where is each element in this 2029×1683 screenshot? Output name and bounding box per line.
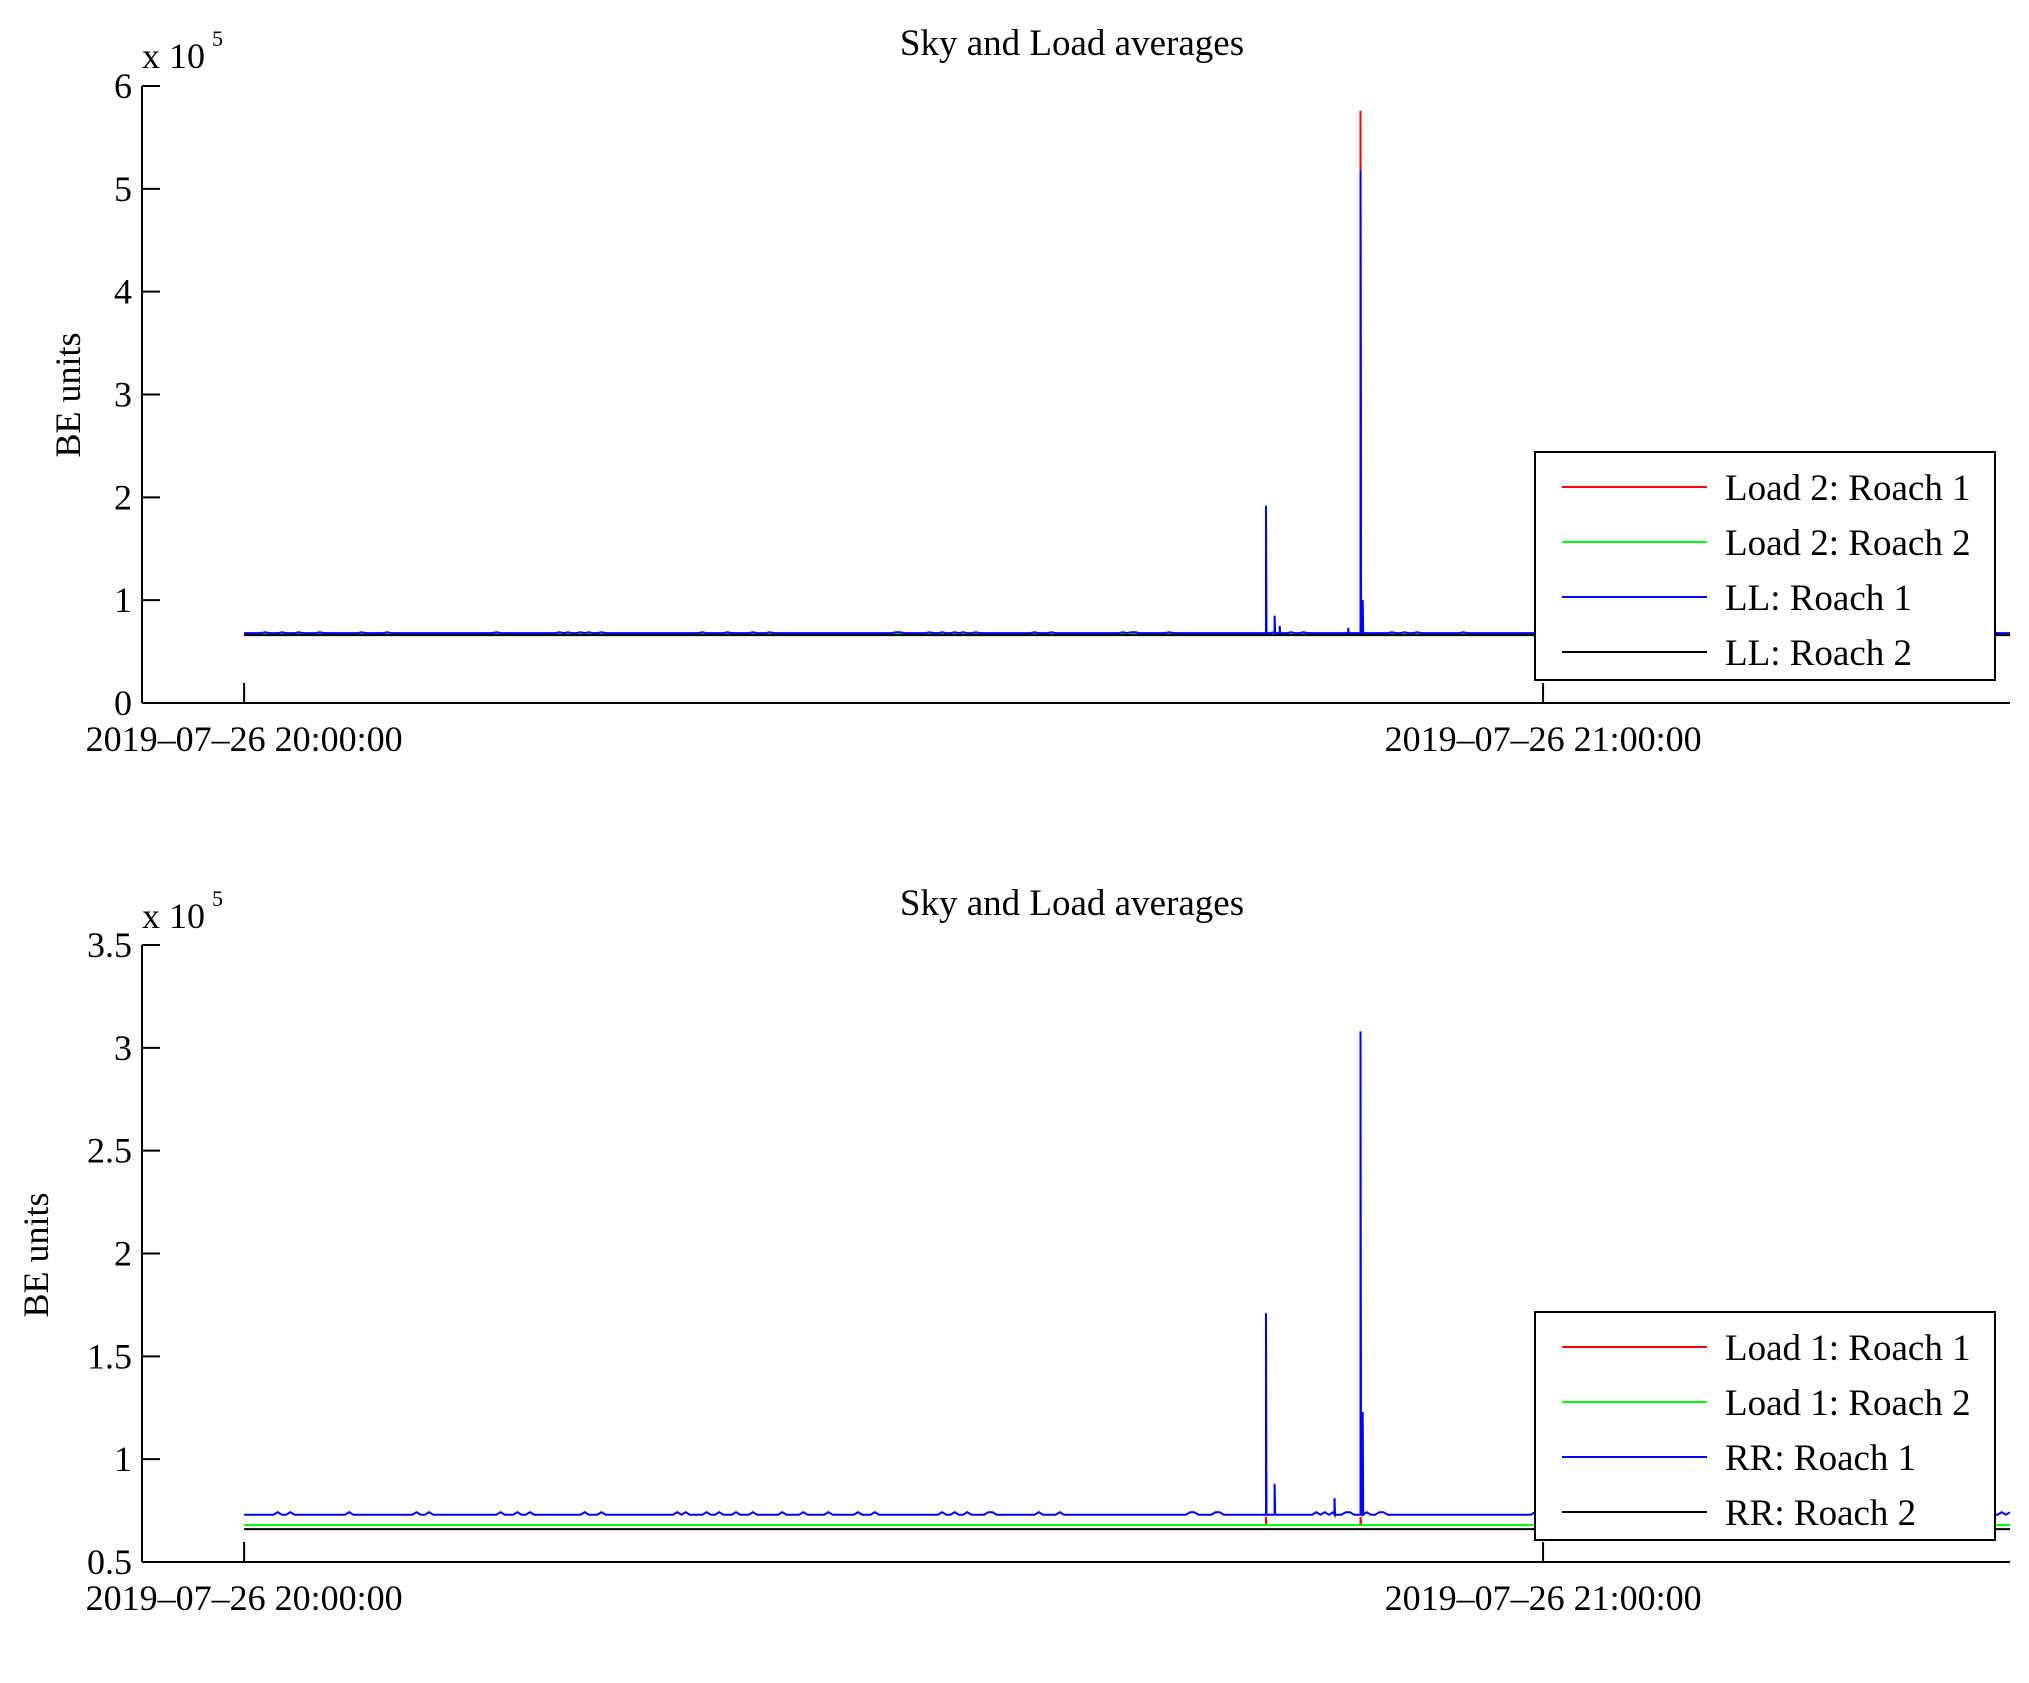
legend: Load 2: Roach 1 Load 2: Roach 2 LL: Roach … [1534,451,1996,681]
y-multiplier-base: x 10 [142,896,205,936]
x-tick-label: 2019–07–26 20:00:00 [86,719,403,759]
axes: 0.5 1 1.5 2 2.5 3 3.5 2019–07–26 20:00:00 2019–0… [86,925,2010,1618]
axes: 0 1 2 3 4 5 6 2019–07–26 20:00:00 2019–07–26 21:… [86,66,2010,759]
x-tick-label: 2019–07–26 21:00:00 [1385,719,1702,759]
chart-panel-bottom: Sky and Load averages x 10 5 BE units 0.… [16,883,2011,1618]
y-tick-label: 0.5 [87,1542,132,1582]
legend-box [1534,451,1996,681]
legend-entry: RR: Roach 2 [1725,1493,1916,1534]
legend-entry: Load 2: Roach 1 [1725,468,1971,509]
legend-entry: LL: Roach 2 [1725,633,1912,674]
chart-panel-top: Sky and Load averages x 10 5 BE units 0 1… [48,23,2010,759]
legend-box [1534,1311,1996,1541]
y-multiplier: x 10 5 [142,26,223,76]
y-tick-label: 4 [114,272,132,312]
y-tick-label: 2.5 [87,1131,132,1171]
legend: Load 1: Roach 1 Load 1: Roach 2 RR: Roach … [1534,1311,1996,1541]
y-tick-label: 5 [114,169,132,209]
y-tick-label: 3.5 [87,925,132,965]
y-tick-label: 2 [114,1234,132,1274]
legend-entry: Load 1: Roach 1 [1725,1328,1971,1369]
legend-entry: Load 2: Roach 2 [1725,523,1971,564]
y-tick-label: 1 [114,580,132,620]
legend-entry: LL: Roach 1 [1725,578,1912,619]
y-tick-label: 0 [114,683,132,723]
x-tick-label: 2019–07–26 20:00:00 [86,1578,403,1618]
legend-entry: Load 1: Roach 2 [1725,1383,1971,1424]
y-axis-label: BE units [16,1192,56,1317]
y-multiplier-exponent: 5 [212,26,223,51]
y-tick-label: 1.5 [87,1336,132,1376]
y-tick-label: 2 [114,477,132,517]
x-tick-label: 2019–07–26 21:00:00 [1385,1578,1702,1618]
y-multiplier-base: x 10 [142,36,205,76]
y-multiplier: x 10 5 [142,886,223,936]
chart-title: Sky and Load averages [900,883,1244,924]
y-tick-label: 6 [114,66,132,106]
y-axis-label: BE units [48,332,88,457]
y-tick-label: 1 [114,1439,132,1479]
chart-title: Sky and Load averages [900,23,1244,64]
y-multiplier-exponent: 5 [212,886,223,911]
y-tick-label: 3 [114,375,132,415]
y-tick-label: 3 [114,1028,132,1068]
legend-entry: RR: Roach 1 [1725,1438,1916,1479]
